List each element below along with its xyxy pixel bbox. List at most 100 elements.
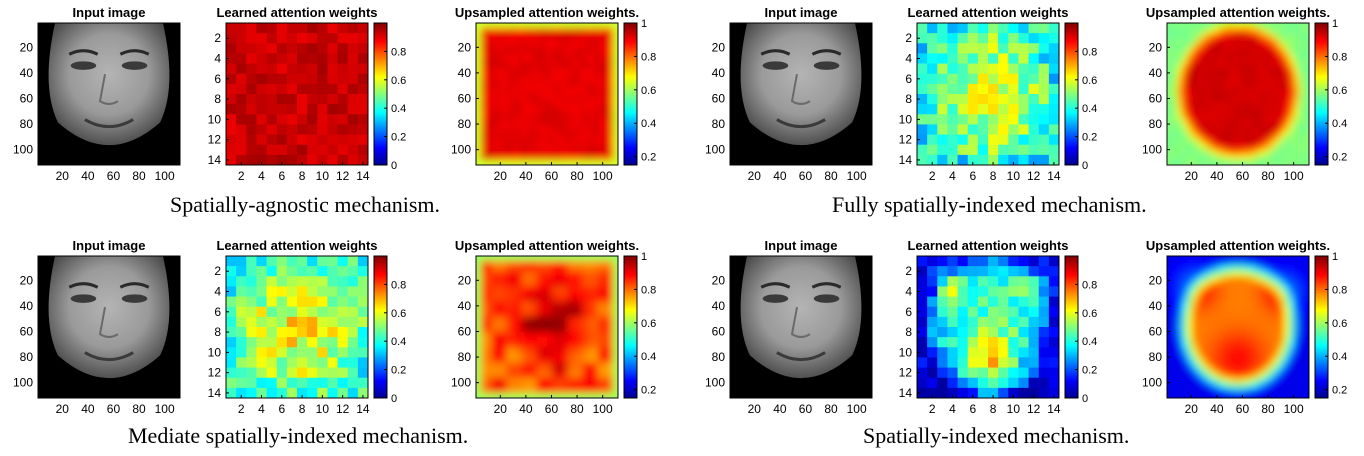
upsampled-cell	[536, 149, 543, 156]
upsampled-cell	[582, 392, 589, 398]
upsampled-cell	[607, 78, 614, 85]
upsampled-cell	[1258, 286, 1264, 293]
upsampled-cell	[1273, 124, 1280, 131]
upsampled-cell	[516, 144, 523, 151]
learned-cell	[246, 387, 257, 399]
upsampled-cell	[526, 43, 533, 49]
upsampled-cell	[486, 387, 492, 394]
fully-spatially-indexed-learned-cb-tick-label-1: 0.2	[1082, 132, 1097, 144]
upsampled-cell	[1303, 104, 1309, 110]
upsampled-cell	[1253, 68, 1259, 75]
upsampled-cell	[481, 271, 487, 277]
upsampled-cell	[1222, 73, 1229, 80]
learned-cell	[1018, 134, 1030, 146]
upsampled-cell	[1167, 68, 1173, 75]
learned-cell	[1008, 377, 1019, 389]
upsampled-cell	[481, 149, 487, 156]
upsampled-cell	[1268, 256, 1275, 262]
upsampled-cell	[1248, 372, 1254, 379]
upsampled-cell	[526, 114, 533, 120]
upsampled-cell	[562, 104, 568, 110]
learned-cell	[226, 104, 237, 115]
upsampled-cell	[572, 154, 579, 161]
upsampled-cell	[612, 43, 618, 49]
learned-cell	[937, 256, 948, 267]
upsampled-cell	[1263, 154, 1270, 161]
upsampled-cell	[1217, 73, 1224, 80]
upsampled-cell	[1192, 291, 1199, 298]
upsampled-cell	[1227, 311, 1234, 318]
learned-cell	[286, 266, 298, 277]
upsampled-cell	[511, 149, 518, 156]
upsampled-cell	[531, 94, 538, 100]
upsampled-cell	[541, 104, 548, 110]
upsampled-cell	[1278, 321, 1285, 328]
learned-cell	[276, 387, 288, 399]
upsampled-cell	[1232, 124, 1239, 131]
learned-cell	[246, 154, 257, 166]
fully-spatially-indexed-upsampled-ytick-label-3: 80	[1149, 117, 1163, 131]
learned-cell	[256, 114, 268, 125]
upsampled-cell	[1172, 367, 1178, 374]
fully-spatially-indexed-input-xtick-label-1: 40	[773, 169, 787, 183]
upsampled-cell	[1172, 28, 1178, 34]
upsampled-cell	[501, 261, 508, 267]
spatially-indexed-upsampled-ytick-label-3: 80	[1149, 350, 1163, 364]
upsampled-cell	[1298, 28, 1305, 34]
learned-cell	[307, 276, 318, 287]
upsampled-cell	[557, 73, 563, 80]
spatially-agnostic-input-left-brow	[68, 49, 99, 56]
upsampled-cell	[1273, 347, 1280, 353]
upsampled-cell	[1192, 58, 1199, 65]
upsampled-cell	[1283, 144, 1290, 151]
learned-cell	[1028, 83, 1040, 95]
upsampled-cell	[541, 154, 548, 161]
upsampled-cell	[541, 372, 548, 379]
upsampled-cell	[572, 261, 579, 267]
upsampled-cell	[577, 129, 584, 136]
upsampled-cell	[1182, 88, 1188, 95]
upsampled-cell	[547, 316, 553, 323]
learned-cell	[1008, 63, 1019, 75]
upsampled-cell	[496, 387, 502, 394]
upsampled-cell	[501, 311, 508, 318]
upsampled-cell	[531, 48, 538, 55]
upsampled-cell	[1167, 337, 1173, 343]
learned-cell	[998, 316, 1009, 328]
upsampled-cell	[1248, 392, 1254, 398]
upsampled-cell	[1248, 337, 1254, 343]
learned-cell	[977, 33, 989, 44]
upsampled-cell	[1232, 149, 1239, 156]
upsampled-cell	[582, 352, 589, 359]
learned-cell	[937, 124, 948, 136]
upsampled-cell	[481, 342, 487, 348]
upsampled-cell	[1207, 382, 1214, 389]
upsampled-cell	[1177, 276, 1183, 282]
learned-cell	[317, 347, 328, 358]
upsampled-cell	[1227, 68, 1234, 75]
upsampled-cell	[526, 94, 533, 100]
upsampled-cell	[491, 286, 497, 293]
upsampled-cell	[511, 316, 518, 323]
upsampled-cell	[1177, 43, 1183, 49]
upsampled-cell	[1278, 23, 1285, 29]
upsampled-cell	[501, 382, 508, 389]
upsampled-cell	[1288, 352, 1295, 359]
fully-spatially-indexed-upsampled-ytick-label-1: 40	[1149, 66, 1163, 80]
upsampled-cell	[1182, 387, 1188, 394]
upsampled-cell	[1202, 306, 1209, 313]
spatially-indexed-input-mouth	[776, 351, 826, 362]
upsampled-cell	[602, 392, 609, 398]
learned-cell	[947, 306, 959, 318]
upsampled-cell	[1222, 88, 1229, 95]
learned-cell	[1028, 53, 1040, 65]
upsampled-cell	[496, 261, 502, 267]
upsampled-cell	[536, 387, 543, 394]
upsampled-cell	[1217, 296, 1224, 303]
upsampled-cell	[602, 139, 609, 146]
learned-cell	[307, 104, 318, 115]
mediate-spatially-indexed-input-left-eye	[70, 294, 97, 303]
upsampled-cell	[1212, 23, 1219, 29]
upsampled-cell	[567, 78, 573, 85]
